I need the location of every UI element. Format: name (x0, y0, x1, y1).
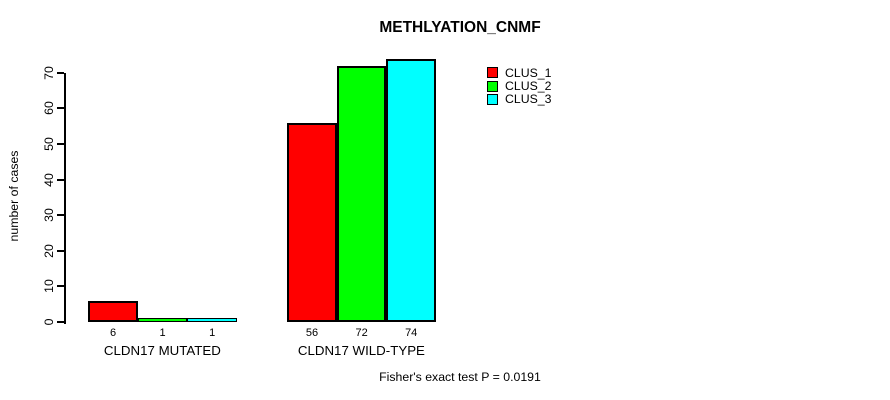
legend-swatch-icon (487, 80, 498, 92)
y-tick (57, 107, 64, 110)
y-tick (57, 249, 64, 252)
fisher-test-annotation: Fisher's exact test P = 0.0191 (379, 370, 541, 384)
bar-value-label: 74 (405, 327, 418, 339)
bar-value-label: 1 (159, 327, 166, 339)
group-label: CLDN17 MUTATED (103, 343, 221, 358)
y-axis-line (64, 72, 66, 324)
bar-clus_3-1 (187, 318, 237, 322)
legend-swatch-icon (487, 93, 498, 105)
y-tick (57, 214, 64, 217)
bar-clus_1-1 (88, 300, 138, 322)
bar-clus_1-2 (287, 122, 337, 322)
y-tick-label: 40 (42, 172, 56, 187)
y-tick (57, 178, 64, 181)
bar-value-label: 72 (355, 327, 368, 339)
y-tick-label: 30 (42, 208, 56, 223)
y-tick (57, 143, 64, 145)
bar-value-label: 56 (305, 327, 319, 339)
y-tick (57, 285, 64, 288)
legend: CLUS_1 CLUS_2 CLUS_3 (487, 66, 551, 106)
y-tick-label: 50 (42, 137, 56, 151)
legend-label: CLUS_3 (505, 92, 552, 107)
y-tick (57, 71, 64, 74)
y-axis-label: number of cases (7, 150, 21, 242)
bar-clus_3-2 (386, 58, 436, 322)
y-tick-label: 0 (42, 318, 56, 326)
chart-title: METHLYATION_CNMF (379, 19, 541, 36)
bar-clus_2-2 (336, 65, 387, 322)
y-tick-label: 60 (42, 101, 56, 116)
y-tick-label: 70 (42, 65, 56, 80)
bar-value-label: 6 (109, 327, 117, 339)
group-label: CLDN17 WILD-TYPE (297, 343, 425, 358)
y-tick-label: 10 (42, 279, 56, 294)
legend-label: CLUS_2 (505, 79, 552, 94)
bar-value-label: 1 (209, 327, 216, 339)
y-tick-label: 20 (42, 243, 56, 258)
legend-item-clus_3: CLUS_3 (487, 92, 552, 107)
legend-label: CLUS_1 (505, 65, 552, 80)
legend-swatch-icon (487, 67, 498, 79)
y-tick (57, 321, 64, 323)
legend-item-clus_2: CLUS_2 (487, 79, 552, 94)
bar-clus_2-1 (137, 318, 188, 322)
legend-item-clus_1: CLUS_1 (487, 65, 552, 80)
